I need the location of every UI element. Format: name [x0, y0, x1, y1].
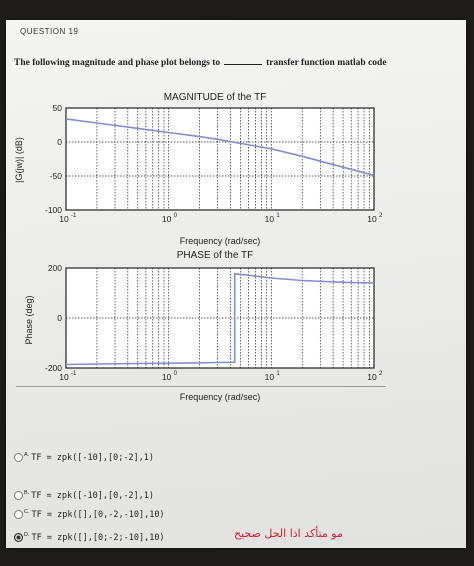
- phase-y-ticks: 200 0 -200: [45, 263, 62, 373]
- option-c-radio[interactable]: [14, 509, 23, 519]
- option-c-code: TF = zpk([],[0,-2,-10],10): [31, 509, 165, 520]
- x-tick-exponent: -1: [71, 213, 77, 219]
- option-c[interactable]: C. TF = zpk([],[0,-2,-10],10): [14, 509, 165, 520]
- question-text-after: transfer function matlab code: [266, 58, 387, 68]
- x-tick-label: 10: [59, 214, 69, 224]
- question-text-before: The following magnitude and phase plot b…: [14, 58, 221, 68]
- x-tick-exponent: 1: [276, 371, 280, 377]
- magnitude-x-ticks: 10 -1 10 0 10 1 10 2: [59, 213, 383, 224]
- magnitude-x-label: Frequency (rad/sec): [180, 236, 261, 246]
- x-tick-label: 10: [367, 372, 377, 382]
- option-d-letter: D.: [24, 532, 30, 538]
- magnitude-curve: [65, 118, 375, 177]
- option-b[interactable]: B. TF = zpk([-10],[0,-2],1): [14, 490, 154, 501]
- phase-x-label: Frequency (rad/sec): [180, 392, 261, 402]
- separator-line: [16, 386, 386, 387]
- option-a-radio[interactable]: [14, 452, 23, 462]
- y-tick-label: 50: [53, 103, 63, 113]
- answer-blank: [224, 56, 263, 65]
- x-tick-exponent: -1: [71, 371, 77, 377]
- phase-title: PHASE of the TF: [177, 250, 254, 261]
- option-b-letter: B.: [24, 490, 30, 496]
- option-c-letter: C.: [24, 509, 30, 515]
- magnitude-y-label: |G(jw)| (dB): [14, 137, 24, 183]
- question-text: The following magnitude and phase plot b…: [14, 56, 454, 68]
- bode-plots: MAGNITUDE of the TF 500-50-100 10 -1 10 0 10…: [14, 92, 383, 402]
- magnitude-title: MAGNITUDE of the TF: [164, 92, 267, 103]
- x-tick-label: 10: [162, 214, 172, 224]
- option-a[interactable]: A. TF = zpk([-10],[0;-2],1): [14, 452, 154, 463]
- y-tick-label: -200: [45, 363, 62, 373]
- option-a-code: TF = zpk([-10],[0;-2],1): [31, 452, 155, 463]
- x-tick-exponent: 2: [379, 371, 383, 377]
- option-a-letter: A.: [24, 452, 30, 458]
- phase-x-ticks: 10 -1 10 0 10 1 10 2: [59, 371, 383, 382]
- phase-grid: [66, 268, 374, 368]
- x-tick-label: 10: [265, 372, 275, 382]
- x-tick-label: 10: [265, 214, 275, 224]
- magnitude-grid: [66, 108, 374, 210]
- y-tick-label: 0: [57, 313, 62, 323]
- x-tick-exponent: 1: [276, 213, 280, 219]
- phase-curve: [65, 272, 375, 366]
- y-tick-label: 200: [48, 263, 62, 273]
- option-b-code: TF = zpk([-10],[0,-2],1): [31, 490, 155, 501]
- y-tick-label: -50: [50, 171, 63, 181]
- x-tick-label: 10: [367, 214, 377, 224]
- option-d-radio[interactable]: [14, 532, 23, 542]
- x-tick-label: 10: [162, 372, 172, 382]
- question-number: QUESTION 19: [20, 27, 79, 36]
- phase-y-label: Phase (deg): [24, 295, 34, 344]
- magnitude-chart: MAGNITUDE of the TF 500-50-100 10 -1 10 0 10…: [14, 92, 383, 246]
- option-b-radio[interactable]: [14, 490, 23, 500]
- magnitude-plot-area: [65, 107, 375, 211]
- option-d[interactable]: D. TF = zpk([],[0;-2;-10],10): [14, 532, 165, 543]
- x-tick-exponent: 0: [174, 371, 178, 377]
- x-tick-exponent: 0: [174, 213, 178, 219]
- y-tick-label: 0: [57, 137, 62, 147]
- y-tick-label: -100: [45, 205, 62, 215]
- option-d-code: TF = zpk([],[0;-2;-10],10): [31, 532, 165, 543]
- handwritten-note: مو متأكد اذا الحل صحيح: [234, 527, 343, 540]
- x-tick-label: 10: [59, 372, 69, 382]
- magnitude-y-ticks: 50 0 -50 -100: [45, 103, 62, 215]
- x-tick-exponent: 2: [379, 213, 383, 219]
